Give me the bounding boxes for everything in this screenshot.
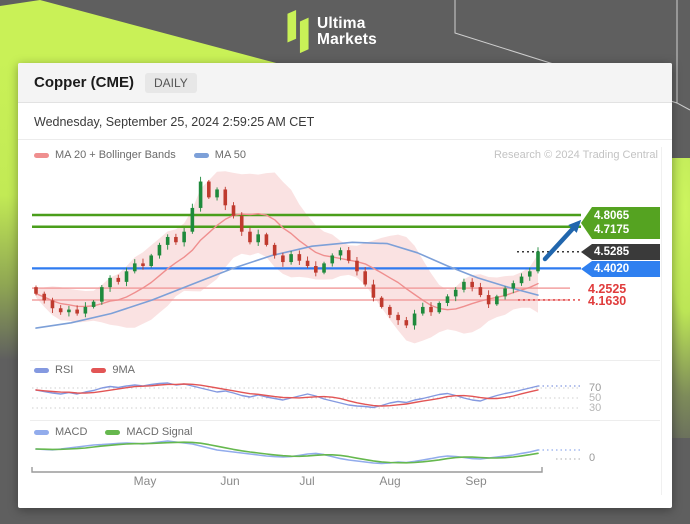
last-price-tag: 4.5285 (581, 244, 660, 260)
ultima-markets-logo: Ultima Markets (287, 9, 377, 55)
bollinger-swatch-icon (34, 152, 49, 158)
instrument-title: Copper (CME) (34, 74, 134, 91)
panel-divider (30, 360, 660, 361)
research-credit: Research © 2024 Trading Central (493, 149, 658, 161)
logo-wordmark: Ultima Markets (317, 14, 377, 49)
legend-item-9ma: 9MA (91, 364, 135, 376)
last-price-level: 4.5285 (594, 245, 630, 258)
rsi-legend: RSI 9MA (34, 364, 135, 376)
research-chart-card: Copper (CME) DAILY Wednesday, September … (18, 63, 672, 508)
panel-divider (30, 420, 660, 421)
macd-signal-swatch-icon (105, 429, 121, 435)
legend-label: 9MA (112, 364, 135, 376)
macd-swatch-icon (34, 429, 49, 435)
legend-label: MACD (55, 426, 88, 438)
rsi-guide-70: 70 (589, 382, 602, 394)
pivot-price-tag: 4.4020 (581, 261, 660, 277)
rsi-9ma-swatch-icon (91, 367, 107, 373)
legend-label: MACD Signal (126, 426, 193, 438)
timeframe-badge: DAILY (145, 72, 197, 93)
resistance-price-tag: 4.8065 4.7175 (581, 207, 660, 239)
lime-triangle-decor (0, 0, 280, 64)
x-axis-label-may: May (133, 474, 157, 488)
legend-item-bollinger: MA 20 + Bollinger Bands (34, 149, 176, 161)
card-header: Copper (CME) DAILY (18, 63, 672, 103)
timestamp-row: Wednesday, September 25, 2024 2:59:25 AM… (18, 104, 672, 140)
pivot-level: 4.4020 (594, 262, 630, 275)
legend-label: RSI (55, 364, 74, 376)
x-axis-label-jun: Jun (220, 474, 240, 488)
legend-label: MA 20 + Bollinger Bands (55, 149, 176, 161)
legend-item-ma50: MA 50 (193, 149, 246, 161)
ma50-swatch-icon (193, 152, 209, 158)
legend-label: MA 50 (214, 149, 246, 161)
support-level-2: 4.1630 (588, 294, 627, 308)
ultima-markets-logo-icon (287, 9, 309, 54)
logo-line2: Markets (317, 31, 377, 48)
main-chart-legend: MA 20 + Bollinger Bands MA 50 Research ©… (34, 149, 658, 161)
x-axis-label-aug: Aug (379, 474, 401, 488)
rsi-guide-30: 30 (589, 402, 602, 414)
resistance-level-1: 4.8065 (594, 209, 630, 222)
macd-guide-0: 0 (589, 452, 596, 464)
legend-item-rsi: RSI (34, 364, 73, 376)
support-level-1: 4.2525 (588, 282, 627, 296)
x-axis-label-sep: Sep (465, 474, 487, 488)
x-axis-label-jul: Jul (299, 474, 315, 488)
chart-canvas (31, 171, 581, 473)
rsi-swatch-icon (34, 367, 49, 373)
macd-legend: MACD MACD Signal (34, 426, 192, 438)
resistance-level-2: 4.7175 (594, 224, 630, 236)
rsi-guide-50: 50 (589, 392, 602, 404)
plot-right-border (661, 147, 662, 495)
lime-left-strip-decor (0, 60, 18, 360)
legend-item-macd-signal: MACD Signal (105, 426, 192, 438)
legend-item-macd: MACD (34, 426, 87, 438)
logo-line1: Ultima (317, 14, 366, 32)
timestamp-text: Wednesday, September 25, 2024 2:59:25 AM… (34, 114, 315, 129)
